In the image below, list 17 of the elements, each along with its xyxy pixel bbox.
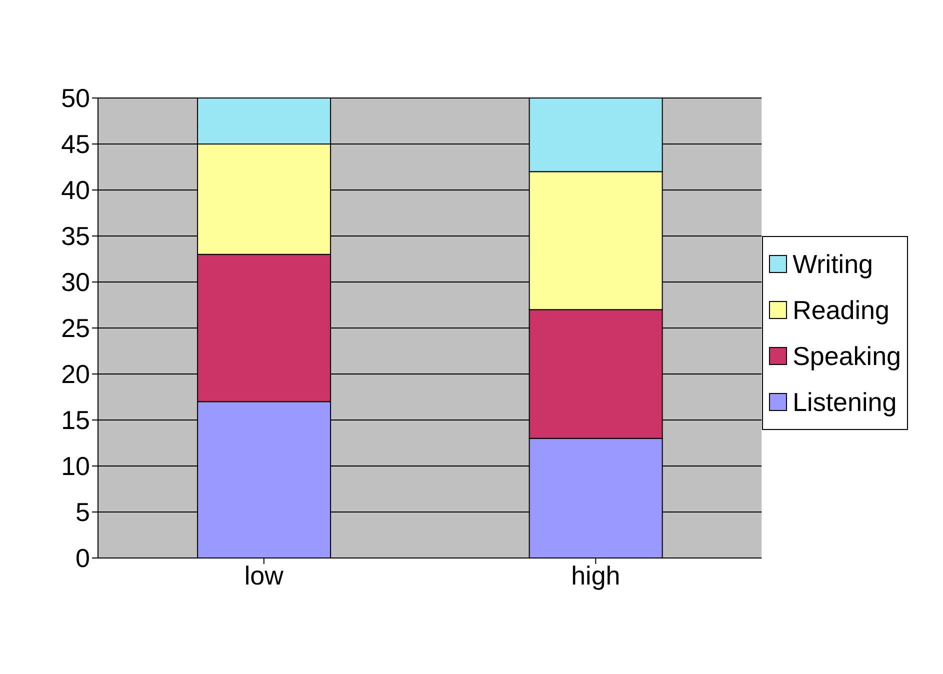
y-tick-label: 10 [61,451,90,482]
y-tick-label: 5 [76,497,90,528]
legend-label: Listening [792,386,897,419]
y-tick-label: 50 [61,83,90,114]
y-tick-label: 45 [61,129,90,160]
y-tick-label: 35 [61,221,90,252]
legend-label: Writing [792,248,874,281]
x-tick-label: low [244,560,284,590]
legend-label: Speaking [792,340,901,373]
y-tick-label: 20 [61,359,90,390]
y-tick-label: 40 [61,175,90,206]
y-tick-label: 25 [61,313,90,344]
x-tick-label: high [571,560,620,590]
y-tick-label: 30 [61,267,90,298]
legend-label: Reading [792,294,890,327]
y-tick-label: 15 [61,405,90,436]
y-tick-label: 0 [76,543,90,574]
